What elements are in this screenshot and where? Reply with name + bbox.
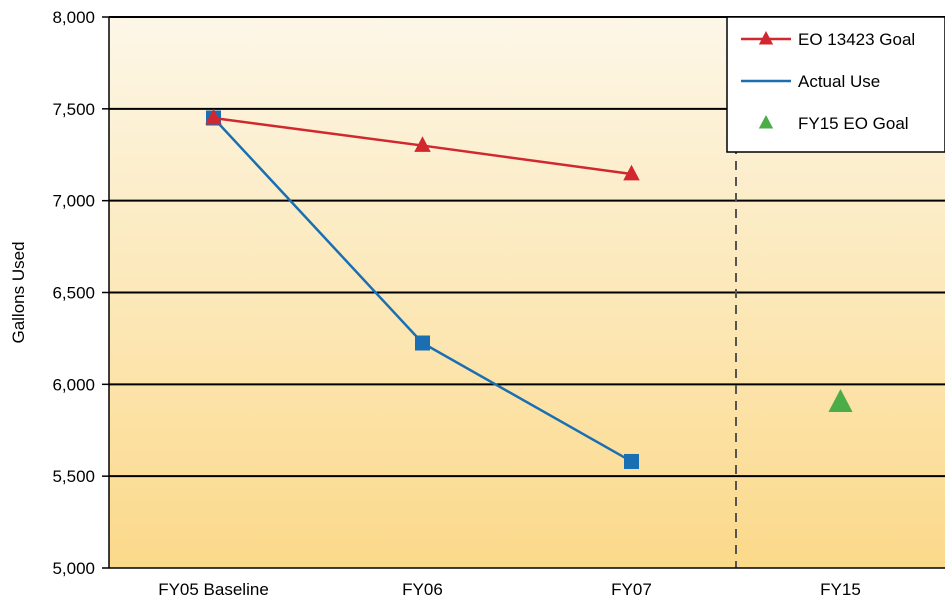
x-tick-labels: FY05 Baseline FY06 FY07 FY15 bbox=[158, 580, 861, 599]
legend-item: Actual Use bbox=[741, 72, 880, 91]
series-layer bbox=[205, 108, 853, 469]
series-eo-13423-goal bbox=[205, 108, 640, 181]
data-point bbox=[415, 335, 430, 351]
x-tick-label: FY15 bbox=[820, 580, 861, 599]
y-tick-label: 5,000 bbox=[52, 559, 95, 578]
data-point bbox=[624, 453, 639, 469]
legend-label: EO 13423 Goal bbox=[798, 30, 915, 49]
y-tick-label: 6,500 bbox=[52, 284, 95, 303]
x-tick-label: FY05 Baseline bbox=[158, 580, 269, 599]
data-point bbox=[205, 108, 222, 125]
legend-marker bbox=[758, 30, 774, 45]
y-tick-label: 6,000 bbox=[52, 375, 95, 394]
y-tick-labels: 5,000 5,500 6,000 6,500 7,000 7,500 8,000 bbox=[52, 8, 109, 578]
x-tick-label: FY07 bbox=[611, 580, 652, 599]
series-fy15-eo-goal bbox=[828, 389, 853, 412]
legend-item: FY15 EO Goal bbox=[758, 114, 909, 133]
legend-marker bbox=[758, 114, 774, 129]
y-tick-label: 7,500 bbox=[52, 100, 95, 119]
y-tick-label: 8,000 bbox=[52, 8, 95, 27]
legend-label: Actual Use bbox=[798, 72, 880, 91]
data-point bbox=[623, 164, 640, 181]
y-axis-label: Gallons Used bbox=[9, 241, 28, 343]
y-tick-label: 5,500 bbox=[52, 467, 95, 486]
data-point bbox=[414, 136, 431, 152]
y-tick-label: 7,000 bbox=[52, 192, 95, 211]
legend-label: FY15 EO Goal bbox=[798, 114, 909, 133]
legend: EO 13423 Goal Actual Use FY15 EO Goal bbox=[726, 16, 945, 153]
series-actual-use bbox=[206, 110, 639, 469]
data-point bbox=[828, 389, 853, 412]
x-tick-label: FY06 bbox=[402, 580, 443, 599]
legend-item: EO 13423 Goal bbox=[741, 30, 915, 49]
